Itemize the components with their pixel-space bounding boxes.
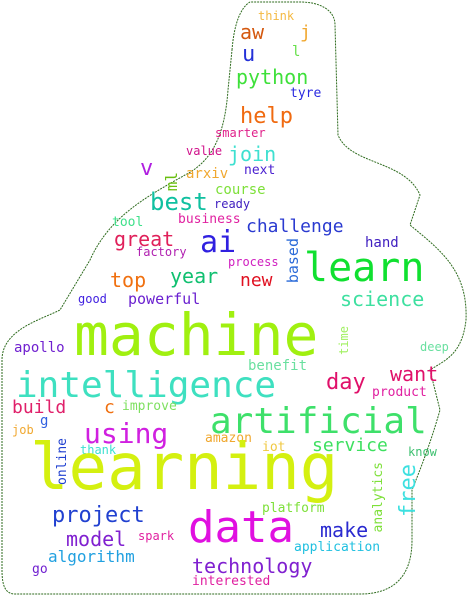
- word-free: free: [396, 464, 421, 517]
- word-factory: factory: [136, 245, 187, 259]
- word-c: c: [104, 397, 115, 418]
- word-make: make: [320, 518, 369, 542]
- word-algorithm: algorithm: [48, 547, 135, 566]
- word-product: product: [372, 385, 427, 400]
- word-learning: learning: [30, 431, 339, 505]
- word-new: new: [240, 270, 273, 291]
- word-great: great: [114, 227, 175, 251]
- word-think: think: [258, 9, 295, 23]
- word-l: l: [292, 44, 301, 60]
- word-intelligence: intelligence: [16, 365, 277, 406]
- word-data: data: [188, 502, 294, 553]
- word-powerful: powerful: [128, 290, 201, 308]
- word-job: job: [12, 423, 34, 437]
- word-go: go: [32, 562, 48, 577]
- word-tyre: tyre: [290, 86, 322, 101]
- word-using: using: [84, 417, 169, 450]
- word-learn: learn: [304, 245, 425, 291]
- word-model: model: [66, 527, 127, 551]
- word-u: u: [242, 42, 256, 67]
- word-deep: deep: [420, 340, 449, 354]
- word-join: join: [228, 142, 277, 166]
- word-next: next: [244, 163, 276, 178]
- word-best: best: [150, 188, 208, 216]
- word-want: want: [390, 362, 439, 386]
- word-smarter: smarter: [215, 126, 266, 140]
- word-iot: iot: [262, 440, 286, 455]
- word-apollo: apollo: [14, 340, 65, 356]
- word-course: course: [215, 182, 266, 198]
- word-top: top: [110, 268, 147, 292]
- word-time: time: [337, 326, 351, 355]
- word-v: v: [140, 156, 154, 181]
- word-spark: spark: [138, 529, 175, 543]
- word-technology: technology: [192, 554, 313, 578]
- word-ai: ai: [200, 225, 237, 260]
- word-science: science: [340, 287, 425, 311]
- word-ready: ready: [214, 197, 251, 211]
- word-good: good: [78, 292, 107, 306]
- word-year: year: [170, 264, 219, 288]
- word-based: based: [284, 238, 302, 284]
- word-platform: platform: [262, 501, 325, 516]
- word-g: g: [40, 413, 49, 429]
- word-business: business: [178, 212, 241, 227]
- word-build: build: [12, 397, 67, 418]
- word-challenge: challenge: [246, 216, 344, 237]
- word-value: value: [186, 144, 223, 158]
- word-day: day: [326, 370, 366, 395]
- word-project: project: [52, 503, 145, 528]
- word-service: service: [312, 435, 388, 456]
- word-benefit: benefit: [248, 358, 308, 374]
- word-help: help: [240, 104, 293, 129]
- word-application: application: [294, 540, 381, 555]
- word-improve: improve: [122, 399, 177, 414]
- word-know: know: [408, 445, 437, 459]
- word-python: python: [236, 65, 309, 89]
- word-arxiv: arxiv: [186, 166, 229, 182]
- word-amazon: amazon: [205, 431, 252, 446]
- word-aw: aw: [240, 20, 265, 44]
- word-j: j: [300, 22, 311, 43]
- word-tool: tool: [112, 215, 144, 230]
- word-process: process: [228, 255, 279, 269]
- word-machine: machine: [74, 301, 319, 369]
- word-interested: interested: [192, 574, 271, 589]
- word-hand: hand: [365, 235, 399, 251]
- word-thank: thank: [80, 443, 117, 457]
- word-analytics: analytics: [371, 462, 386, 533]
- word-artificial: artificial: [210, 401, 427, 442]
